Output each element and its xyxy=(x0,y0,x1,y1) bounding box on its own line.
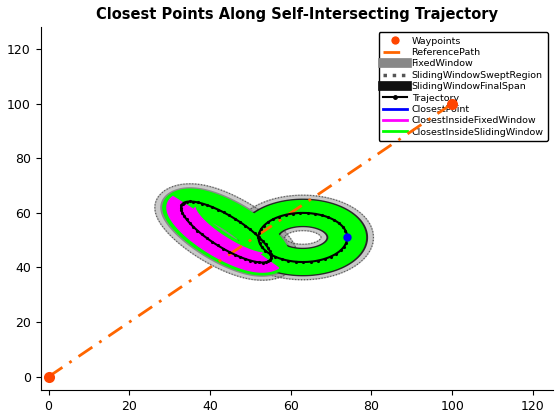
Polygon shape xyxy=(232,195,374,280)
Line: ReferencePath: ReferencePath xyxy=(49,104,452,377)
ReferencePath xyxy=(449,101,455,106)
Legend: Waypoints, ReferencePath, FixedWindow, SlidingWindowSweptRegion, SlidingWindowFi: Waypoints, ReferencePath, FixedWindow, S… xyxy=(379,32,548,142)
Polygon shape xyxy=(163,189,290,275)
Polygon shape xyxy=(167,197,278,272)
Polygon shape xyxy=(239,199,367,276)
ReferencePath xyxy=(45,374,52,379)
Title: Closest Points Along Self-Intersecting Trajectory: Closest Points Along Self-Intersecting T… xyxy=(96,7,498,22)
Polygon shape xyxy=(155,184,297,280)
Polygon shape xyxy=(161,188,291,276)
Polygon shape xyxy=(240,201,365,274)
